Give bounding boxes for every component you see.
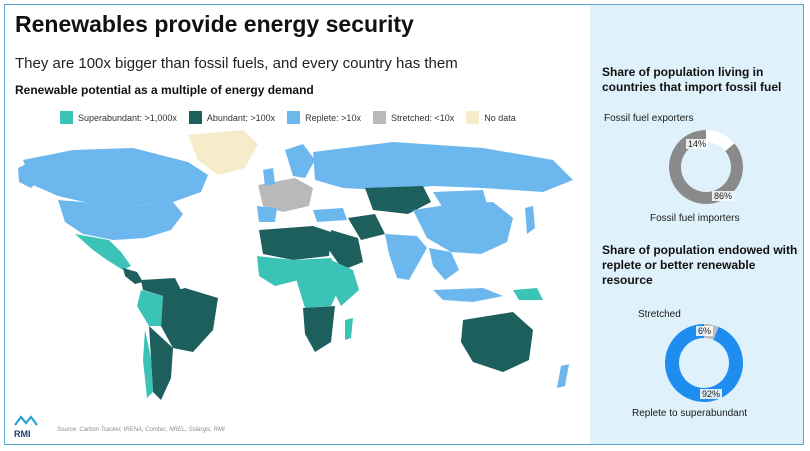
- panel1-label-exporters: Fossil fuel exporters: [604, 113, 694, 124]
- map-region-indonesia: [433, 288, 503, 302]
- map-region-central-africa: [293, 258, 343, 308]
- panel2-label-replete: Replete to superabundant: [632, 408, 748, 419]
- map-region-peru: [137, 290, 163, 326]
- legend-label: No data: [484, 112, 516, 123]
- map-region-papua: [513, 288, 543, 300]
- map-region-west-africa: [257, 256, 299, 286]
- legend-item-replete: Replete: >10x: [287, 111, 361, 124]
- legend-item-stretched: Stretched: <10x: [372, 111, 455, 124]
- map-region-argentina: [149, 326, 173, 400]
- map-region-mexico: [75, 234, 131, 270]
- legend-item-abundant: Abundant: >100x: [188, 111, 276, 124]
- map-region-kazakhstan: [365, 186, 431, 214]
- map-region-greenland: [188, 130, 258, 175]
- legend-label: Superabundant: >1,000x: [78, 112, 177, 123]
- donut-chart-fossil: [669, 130, 743, 204]
- map-region-alaska: [18, 160, 45, 188]
- map-region-southeast-asia: [429, 248, 459, 280]
- map-region-madagascar: [345, 318, 353, 340]
- donut-slice-fossil-fuel-importers: [669, 130, 743, 204]
- map-region-iberia: [257, 206, 277, 222]
- map-region-new-zealand: [557, 364, 569, 388]
- donut1-value-exporters: 14%: [686, 139, 709, 149]
- map-region-china: [413, 202, 513, 254]
- page-title: Renewables provide energy security: [15, 11, 414, 37]
- legend-swatch: [60, 111, 73, 124]
- donut-slice-fossil-fuel-exporters: [705, 130, 735, 152]
- map-region-scandinavia: [285, 144, 315, 178]
- map-region-india: [385, 234, 427, 280]
- map-region-venezuela: [141, 278, 181, 296]
- legend-label: Stretched: <10x: [390, 112, 455, 123]
- donut1-value-importers: 86%: [712, 191, 735, 201]
- legend-swatch: [372, 111, 386, 124]
- legend-swatch: [466, 111, 480, 124]
- map-region-australia: [461, 312, 533, 372]
- map-region-east-africa: [331, 260, 359, 306]
- map-region-usa: [58, 200, 183, 240]
- map-region-central-america: [123, 268, 143, 284]
- legend-label: Replete: >10x: [305, 112, 361, 123]
- infographic-frame: Renewables provide energy security They …: [4, 4, 804, 445]
- map-region-western-europe: [258, 178, 313, 212]
- legend-swatch: [287, 111, 301, 124]
- panel2-title: Share of population endowed with replete…: [602, 243, 798, 287]
- map-region-chile: [143, 330, 153, 398]
- source-note: Source: Carbon Tracker, IRENA, Comtec, N…: [57, 427, 225, 433]
- map-region-japan: [525, 206, 535, 234]
- map-legend: Superabundant: >1,000x Abundant: >100x R…: [60, 111, 516, 124]
- panel2-label-stretched: Stretched: [638, 309, 681, 320]
- donut-slice-replete-to-superabundant: [665, 324, 743, 402]
- map-region-saudi-arabia: [329, 230, 363, 270]
- legend-swatch: [188, 111, 202, 124]
- rmi-logo: RMI: [14, 415, 38, 439]
- donut2-value-stretched: 6%: [696, 326, 714, 336]
- map-region-iran: [348, 214, 385, 240]
- map-region-north-africa: [259, 226, 331, 260]
- legend-item-no-data: No data: [466, 111, 516, 124]
- panel1-label-importers: Fossil fuel importers: [650, 213, 740, 224]
- legend-item-superabundant: Superabundant: >1,000x: [60, 111, 177, 124]
- map-region-southern-africa: [303, 306, 335, 352]
- map-region-canada: [23, 148, 208, 206]
- map-region-turkey: [313, 208, 347, 222]
- map-title: Renewable potential as a multiple of ene…: [15, 83, 314, 97]
- page-subtitle: They are 100x bigger than fossil fuels, …: [15, 55, 458, 72]
- map-region-russia: [313, 142, 573, 192]
- map-region-brazil: [161, 288, 218, 352]
- map-region-uk: [263, 168, 275, 186]
- logo-text: RMI: [14, 429, 31, 439]
- legend-label: Abundant: >100x: [206, 112, 276, 123]
- panel1-title: Share of population living in countries …: [602, 65, 782, 94]
- donut2-value-replete: 92%: [700, 389, 723, 399]
- world-map: [18, 130, 573, 400]
- donut-panel: Share of population living in countries …: [590, 5, 803, 444]
- map-panel: Renewables provide energy security They …: [5, 5, 590, 444]
